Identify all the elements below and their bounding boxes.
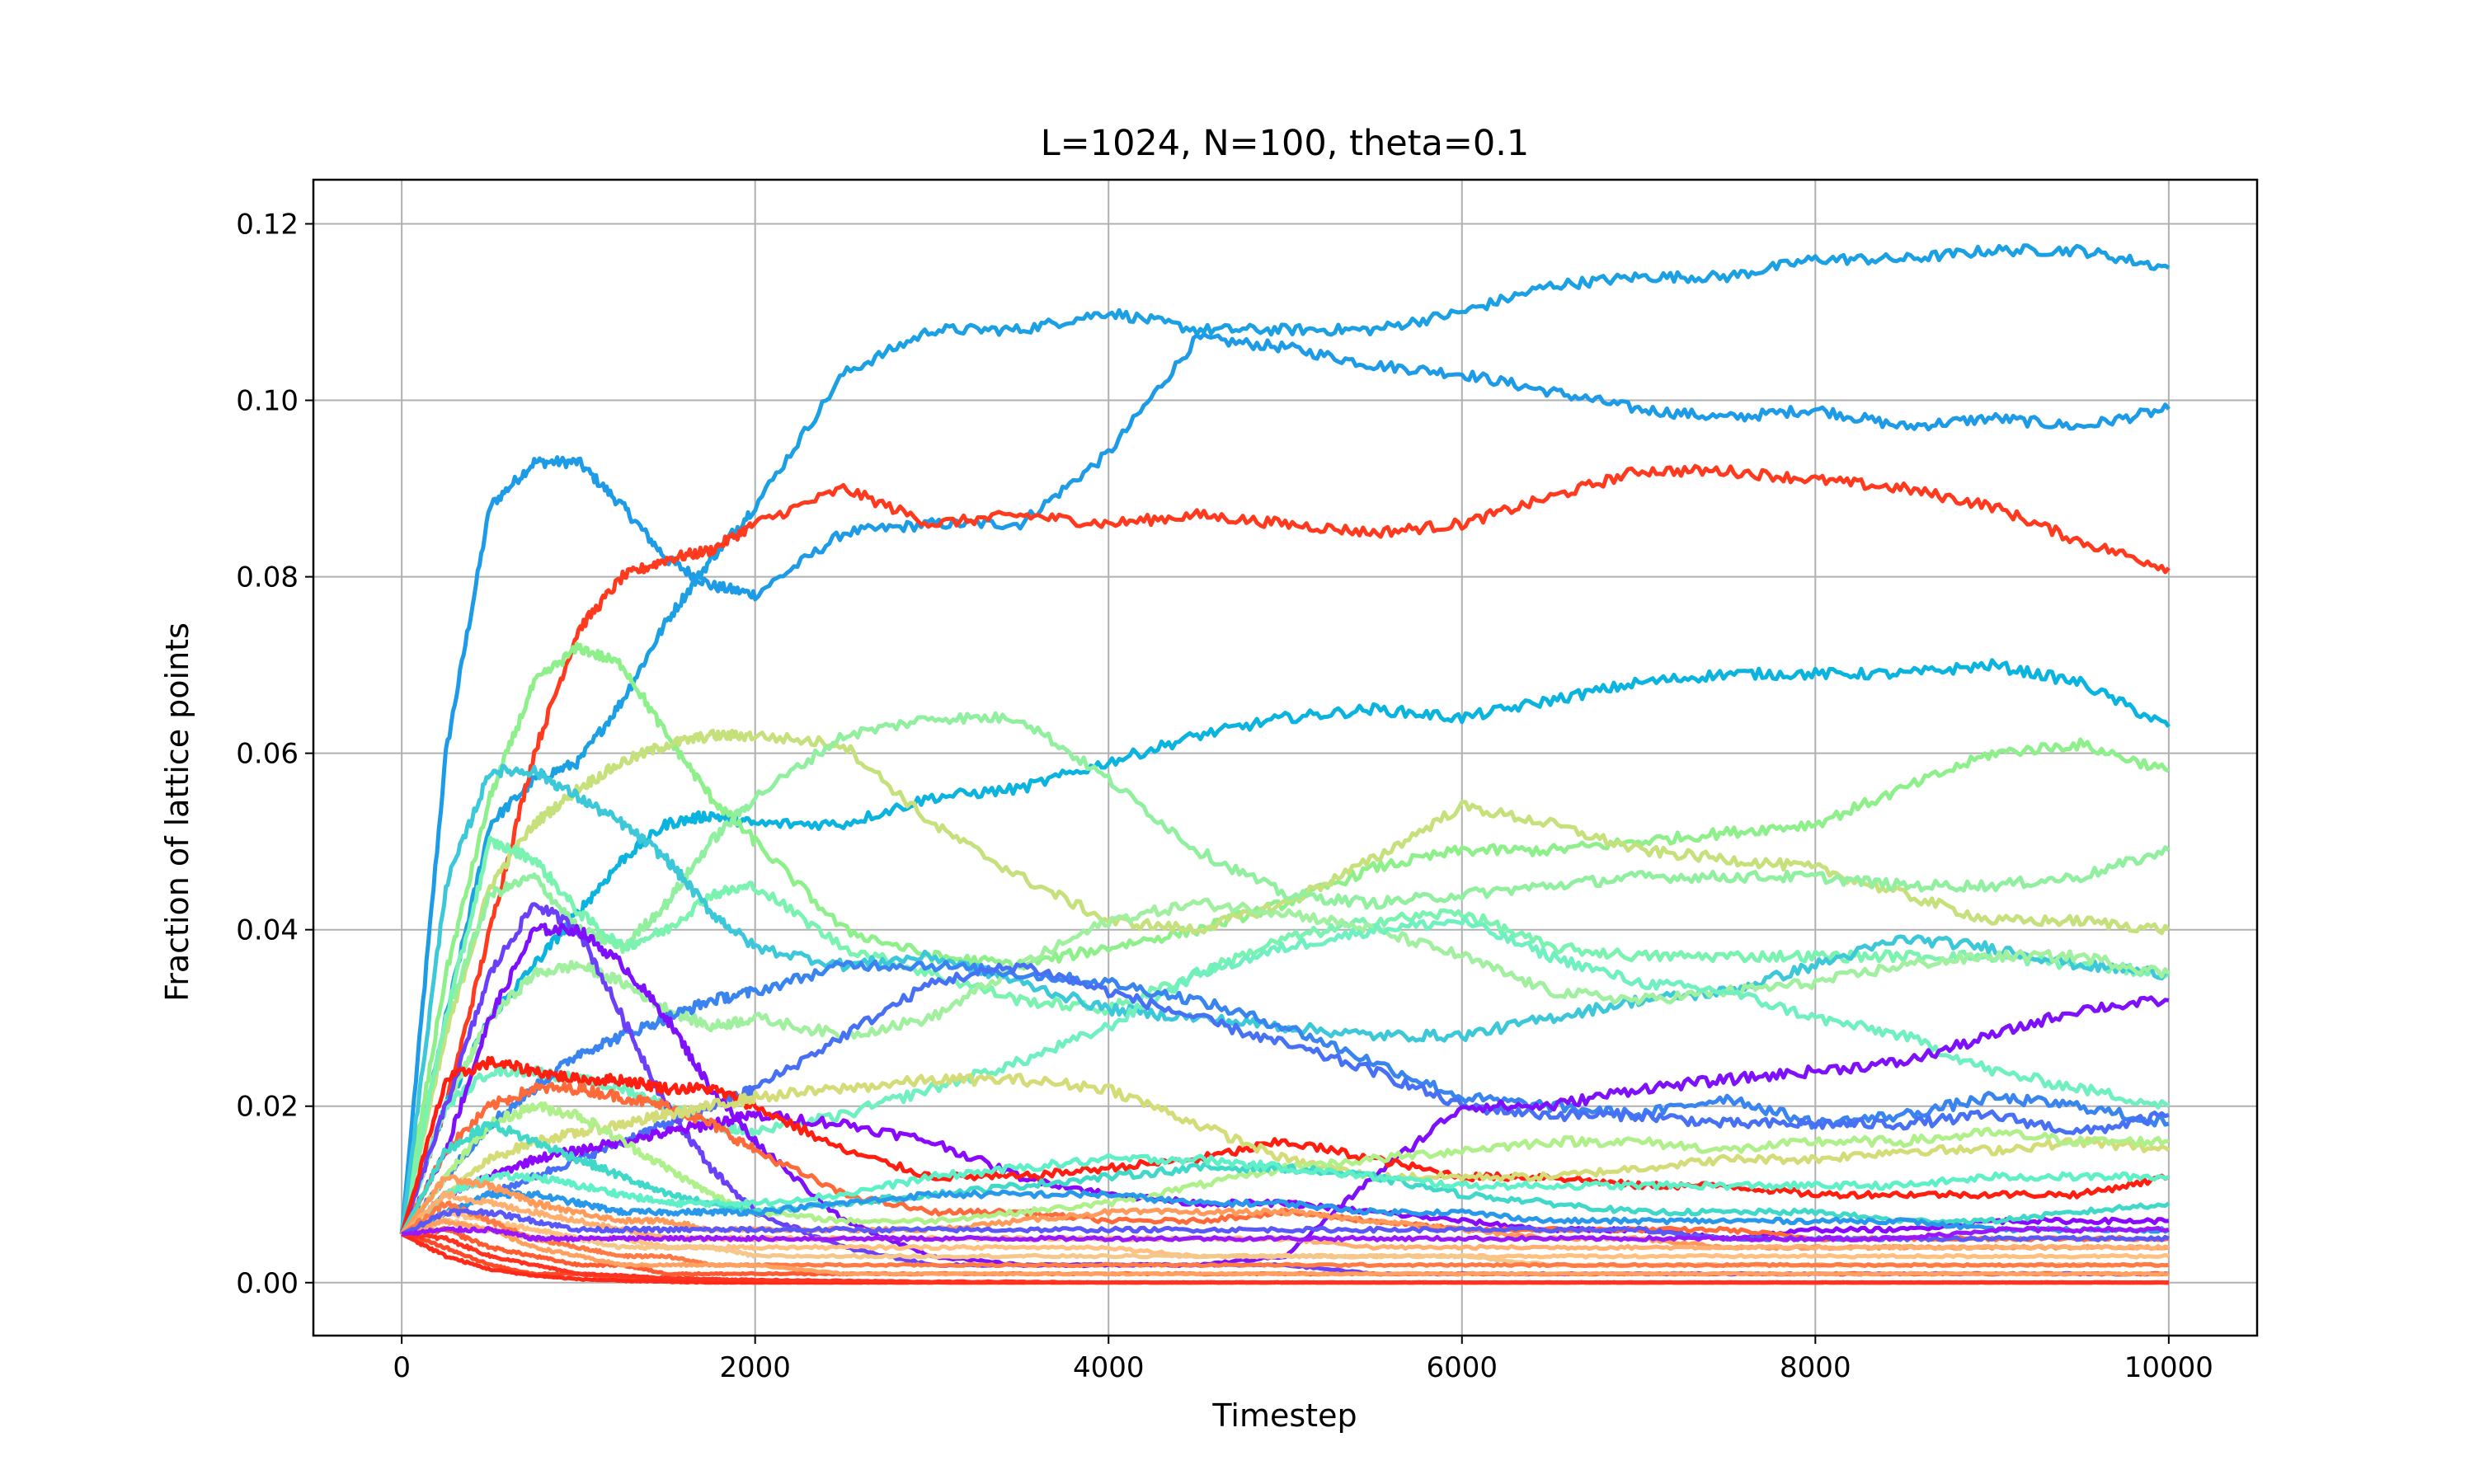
series-line-21 (401, 1189, 2171, 1237)
y-tick-label: 0.00 (236, 1267, 299, 1300)
x-tick-label: 8000 (1780, 1351, 1851, 1384)
series-line-1 (399, 243, 2171, 1235)
series-lines (399, 243, 2171, 1285)
y-tick-label: 0.02 (236, 1091, 299, 1124)
grid (313, 180, 2257, 1336)
series-line-4 (399, 641, 2170, 1235)
y-tick-label: 0.08 (236, 561, 299, 594)
series-line-20 (399, 1120, 2171, 1236)
series-line-32 (401, 1218, 2170, 1277)
x-tick-label: 10000 (2124, 1351, 2213, 1384)
series-line-18 (400, 1073, 2171, 1236)
series-line-22 (400, 1153, 2170, 1236)
series-line-0 (399, 331, 2171, 1235)
y-axis-label: Fraction of lattice points (159, 622, 195, 1002)
y-tick-label: 0.06 (236, 738, 299, 771)
chart-title: L=1024, N=100, theta=0.1 (1041, 123, 1530, 164)
plot-area-frame (312, 178, 2259, 1337)
series-line-17 (399, 1082, 2170, 1242)
y-tick-label: 0.04 (236, 914, 299, 947)
x-tick-label: 4000 (1073, 1351, 1145, 1384)
series-line-34 (401, 1225, 2170, 1242)
series-line-16 (399, 1055, 2171, 1235)
x-tick-label: 2000 (719, 1351, 791, 1384)
series-line-2 (399, 463, 2171, 1235)
series-line-19 (400, 1101, 2170, 1236)
x-axis-ticks: 0 2000 4000 6000 8000 10000 (393, 1336, 2213, 1384)
y-tick-label: 0.10 (236, 385, 299, 418)
x-tick-label: 6000 (1427, 1351, 1498, 1384)
x-tick-label: 0 (393, 1351, 411, 1384)
y-axis-ticks: 0.00 0.02 0.04 0.06 0.08 0.10 0.12 (236, 209, 313, 1300)
series-line-8 (399, 763, 2170, 1235)
series-line-27 (400, 1200, 2170, 1269)
series-line-31 (401, 1232, 2169, 1285)
series-line-9 (399, 897, 2171, 1235)
y-tick-label: 0.12 (236, 209, 299, 242)
x-axis-label: Timestep (1211, 1397, 1357, 1434)
